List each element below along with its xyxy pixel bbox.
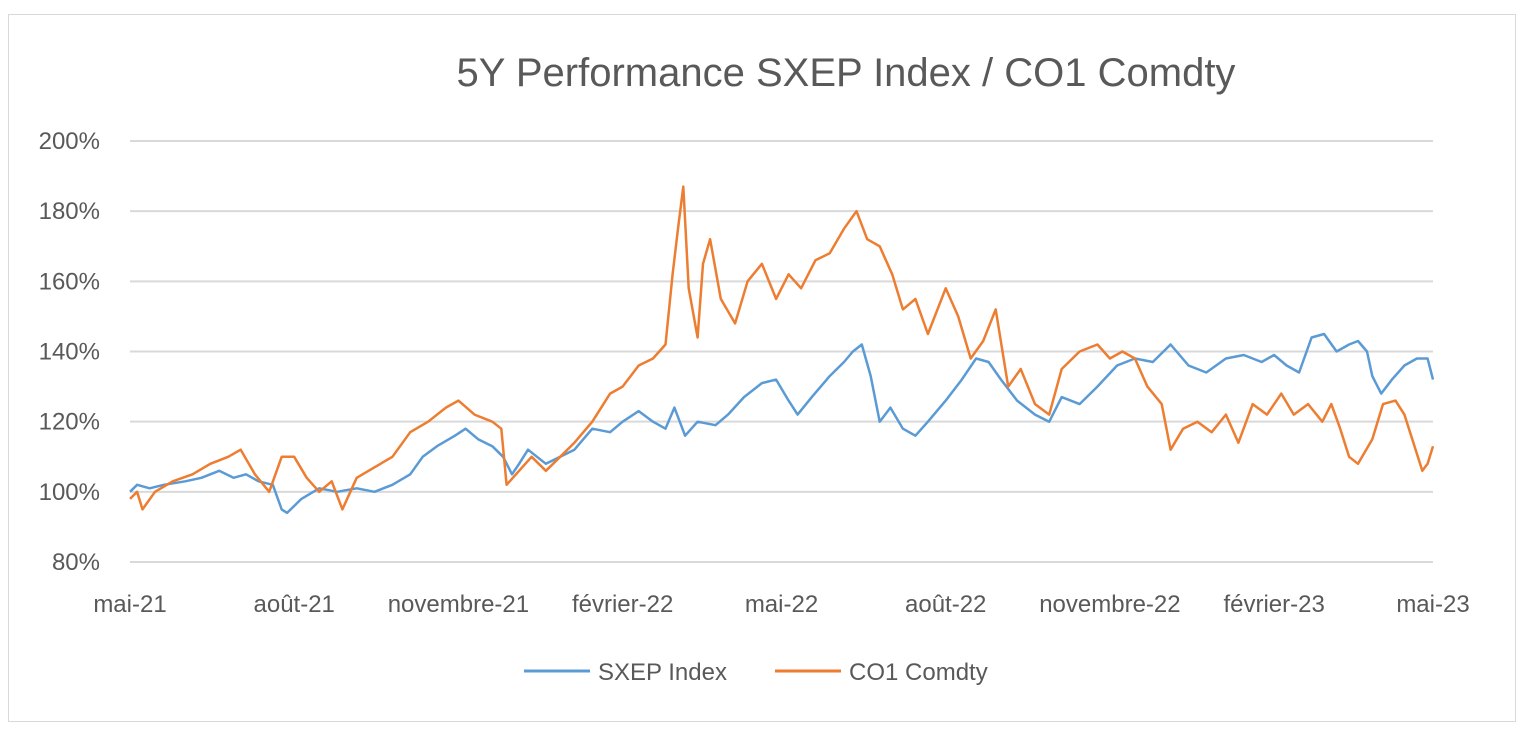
x-tick-label: février-23 [1223,591,1324,618]
y-tick-label: 180% [39,198,100,225]
x-tick-label: novembre-22 [1039,591,1180,618]
y-tick-label: 120% [39,409,100,436]
x-tick-label: novembre-21 [388,591,529,618]
series-lines [129,185,1435,515]
series-line-sxep-index [129,332,1435,515]
y-tick-label: 200% [39,128,100,155]
legend: SXEP Index CO1 Comdty [524,659,988,686]
gridlines [130,140,1433,563]
legend-label: SXEP Index [598,659,727,686]
y-tick-label: 140% [39,339,100,366]
chart-frame [8,14,1516,722]
x-tick-label: août-22 [905,591,986,618]
legend-label: CO1 Comdty [849,659,988,686]
x-tick-label: février-22 [572,591,673,618]
x-tick-label: août-21 [254,591,335,618]
y-tick-label: 100% [39,479,100,506]
x-tick-label: mai-23 [1396,591,1469,618]
y-axis-ticks: 80% 100% 120% 140% 160% 180% 200% [39,128,100,576]
chart-title: 5Y Performance SXEP Index / CO1 Comdty [457,51,1236,95]
x-axis-ticks: mai-21 août-21 novembre-21 février-22 mai-22… [93,591,1469,618]
x-tick-label: mai-21 [93,591,166,618]
series-line-co1-comdty [129,185,1435,511]
y-tick-label: 160% [39,268,100,295]
x-tick-label: mai-22 [745,591,818,618]
y-tick-label: 80% [52,549,100,576]
